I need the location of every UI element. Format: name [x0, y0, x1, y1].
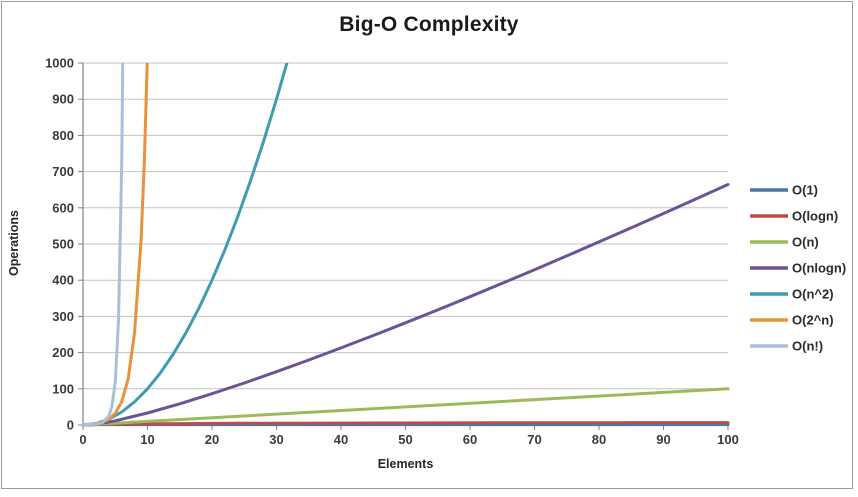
series-line-O(n^2) [81, 63, 289, 427]
legend-label-O(n^2): O(n^2) [792, 287, 834, 302]
y-tick-label: 300 [52, 309, 74, 324]
legend-label-O(nlogn): O(nlogn) [792, 261, 846, 276]
x-tick-label: 80 [592, 432, 606, 447]
y-tick-label: 1000 [45, 56, 74, 71]
x-tick-label: 100 [717, 432, 739, 447]
legend-label-O(2^n): O(2^n) [792, 313, 834, 328]
x-tick-label: 40 [334, 432, 348, 447]
legend-label-O(logn): O(logn) [792, 209, 838, 224]
x-tick-label: 90 [656, 432, 670, 447]
series-line-O(n!) [81, 63, 125, 427]
y-tick-label: 900 [52, 92, 74, 107]
legend-label-O(1): O(1) [792, 183, 818, 198]
x-axis-title: Elements [377, 457, 434, 471]
y-tick-label: 600 [52, 200, 74, 215]
legend-label-O(n!): O(n!) [792, 339, 823, 354]
x-tick-label: 50 [398, 432, 412, 447]
y-tick-label: 500 [52, 237, 74, 252]
y-tick-label: 400 [52, 273, 74, 288]
x-tick-label: 60 [463, 432, 477, 447]
legend-label-O(n): O(n) [792, 235, 819, 250]
series-line-O(nlogn) [88, 183, 730, 427]
series-line-O(n) [81, 387, 730, 427]
y-tick-label: 200 [52, 345, 74, 360]
x-tick-label: 20 [205, 432, 219, 447]
chart-title: Big-O Complexity [339, 13, 519, 36]
y-tick-label: 700 [52, 164, 74, 179]
y-tick-label: 0 [67, 418, 74, 433]
x-tick-label: 0 [79, 432, 86, 447]
x-tick-label: 70 [527, 432, 541, 447]
x-tick-label: 30 [269, 432, 283, 447]
x-tick-label: 10 [140, 432, 154, 447]
y-tick-label: 100 [52, 381, 74, 396]
y-tick-label: 800 [52, 128, 74, 143]
